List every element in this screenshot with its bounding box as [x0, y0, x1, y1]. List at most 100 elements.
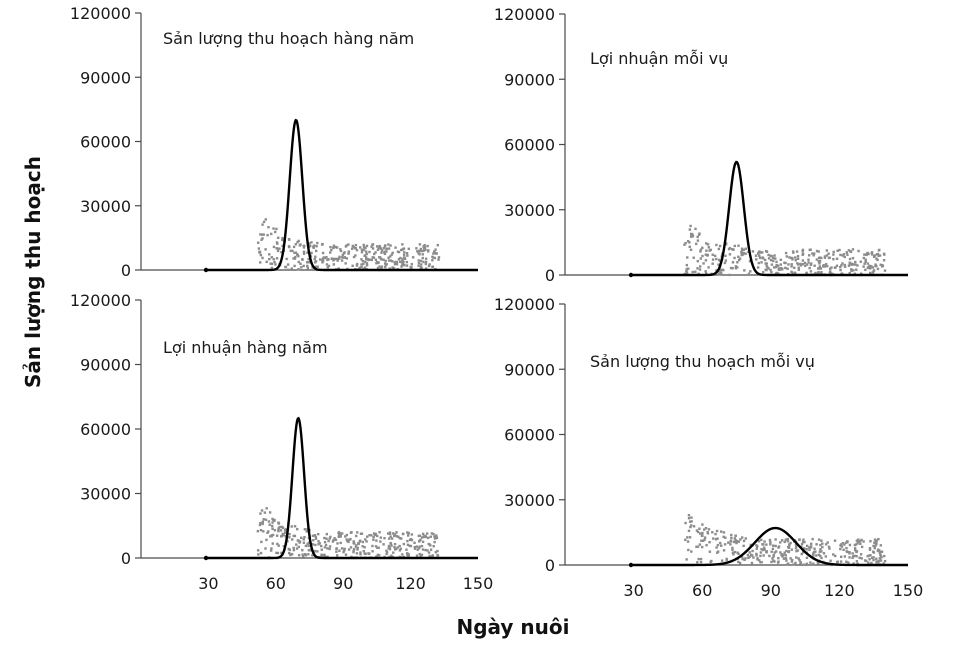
scatter-point — [705, 242, 708, 245]
scatter-point — [842, 253, 846, 256]
scatter-point — [382, 258, 385, 261]
scatter-point — [743, 269, 746, 272]
scatter-point — [718, 259, 722, 263]
scatter-point — [287, 547, 290, 551]
scatter-point — [372, 532, 376, 535]
scatter-point — [328, 547, 331, 551]
scatter-point — [872, 551, 876, 554]
scatter-point — [380, 267, 383, 270]
scatter-point — [733, 550, 737, 554]
scatter-point — [358, 540, 361, 543]
scatter-point — [809, 542, 813, 546]
scatter-point — [717, 247, 720, 251]
scatter-point — [774, 538, 777, 541]
scatter-point — [868, 558, 871, 561]
scatter-point — [419, 247, 423, 251]
x-tick-label: 150 — [463, 574, 494, 593]
scatter-point — [862, 540, 865, 543]
scatter-point — [402, 247, 406, 250]
scatter-point — [389, 541, 392, 545]
scatter-point — [847, 249, 851, 252]
scatter-point — [835, 257, 839, 260]
scatter-point — [311, 534, 315, 537]
scatter-point — [772, 266, 776, 269]
scatter-point — [380, 258, 383, 261]
scatter-point — [740, 249, 744, 252]
scatter-point — [717, 273, 721, 276]
scatter-point — [401, 261, 405, 265]
scatter-point — [791, 271, 794, 274]
scatter-point — [801, 253, 804, 256]
scatter-point — [342, 252, 346, 255]
scatter-point — [323, 546, 327, 549]
scatter-point — [314, 249, 318, 253]
scatter-point — [688, 536, 692, 539]
scatter-point — [771, 259, 775, 263]
scatter-point — [344, 535, 347, 538]
scatter-point — [417, 547, 421, 550]
scatter-point — [688, 245, 691, 249]
scatter-point — [845, 251, 848, 254]
scatter-point — [722, 535, 725, 539]
scatter-point — [872, 556, 875, 559]
scatter-point — [859, 540, 862, 543]
scatter-point — [696, 235, 699, 239]
scatter-point — [801, 540, 805, 544]
scatter-point — [338, 255, 341, 259]
scatter-point — [347, 251, 351, 254]
scatter-point — [259, 253, 263, 257]
scatter-point — [334, 245, 337, 249]
scatter-point — [707, 266, 710, 269]
scatter-point — [808, 266, 811, 270]
scatter-point — [761, 548, 765, 552]
scatter-point — [400, 248, 403, 252]
scatter-point — [857, 540, 860, 543]
scatter-point — [398, 536, 402, 540]
scatter-point — [405, 264, 409, 267]
scatter-point — [772, 555, 775, 558]
scatter-point — [718, 244, 722, 248]
scatter-point — [307, 541, 311, 544]
scatter-point — [715, 243, 718, 247]
scatter-point — [865, 253, 868, 257]
scatter-point — [376, 534, 379, 538]
scatter-point — [784, 554, 788, 557]
scatter-point — [364, 250, 368, 253]
scatter-point — [855, 539, 859, 542]
scatter-point — [260, 238, 263, 241]
scatter-point — [813, 264, 816, 267]
scatter-point — [329, 245, 332, 249]
model-curve — [631, 526, 908, 567]
scatter-point — [349, 546, 353, 549]
scatter-point — [809, 270, 813, 273]
scatter-point — [817, 267, 821, 270]
scatter-point — [828, 547, 831, 550]
scatter-point — [841, 254, 844, 257]
scatter-point — [730, 536, 733, 540]
scatter-point — [354, 545, 358, 548]
scatter-point — [300, 266, 303, 269]
scatter-point — [293, 264, 296, 268]
x-tick-label: 30 — [623, 581, 643, 600]
scatter-point — [850, 269, 853, 272]
scatter-point — [425, 532, 429, 535]
scatter-point — [402, 253, 406, 257]
scatter-point — [811, 552, 815, 555]
scatter-point — [783, 551, 786, 554]
scatter-point — [397, 250, 401, 254]
scatter-point — [798, 559, 801, 562]
scatter-point — [417, 259, 420, 262]
scatter-point — [723, 543, 727, 546]
scatter-point — [332, 259, 335, 262]
scatter-point — [391, 251, 394, 255]
scatter-point — [729, 543, 732, 546]
scatter-point — [704, 253, 708, 256]
scatter-point — [340, 547, 344, 550]
scatter-point — [393, 534, 396, 538]
scatter-point — [780, 553, 783, 556]
scatter-point — [408, 544, 411, 547]
scatter-point — [277, 544, 280, 547]
scatter-point — [365, 264, 369, 267]
scatter-point — [819, 543, 822, 547]
scatter-point — [258, 523, 262, 527]
